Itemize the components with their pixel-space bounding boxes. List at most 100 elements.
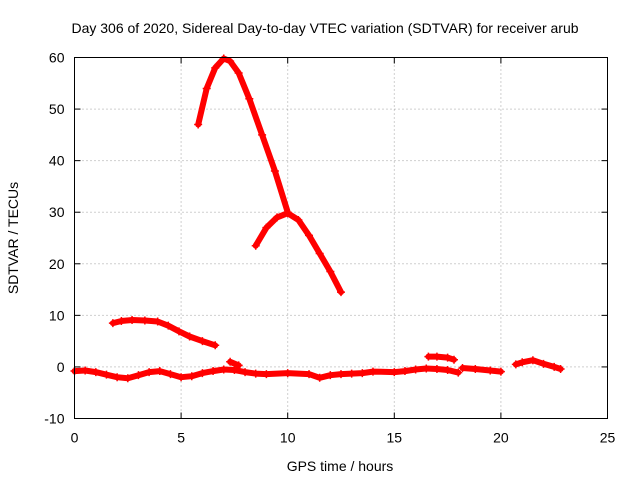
series-layer xyxy=(70,54,565,383)
data-point xyxy=(273,213,282,222)
series-arc-7 xyxy=(458,363,505,376)
data-point xyxy=(550,362,559,371)
data-point xyxy=(432,364,441,373)
data-point xyxy=(219,54,228,63)
series-line xyxy=(459,365,504,375)
y-tick-label: 30 xyxy=(49,204,65,220)
y-tick-label: 40 xyxy=(49,153,65,169)
data-point xyxy=(166,370,175,379)
chart-title: Day 306 of 2020, Sidereal Day-to-day VTE… xyxy=(71,20,578,36)
y-tick-label: 10 xyxy=(49,307,65,323)
data-point xyxy=(219,365,228,374)
data-point xyxy=(411,365,420,374)
data-point xyxy=(556,364,565,373)
data-point xyxy=(270,166,279,175)
y-ticks: -10 0 10 20 30 40 50 60 xyxy=(44,50,608,427)
series-arc-4 xyxy=(70,364,463,383)
data-point xyxy=(486,366,495,375)
series-arc-1 xyxy=(194,54,292,217)
data-point xyxy=(177,373,186,382)
plot-frame xyxy=(74,57,608,419)
y-axis-label: SDTVAR / TECUs xyxy=(5,182,21,294)
series-line xyxy=(195,55,291,216)
data-point xyxy=(145,368,154,377)
grid-lines xyxy=(74,57,608,419)
data-point xyxy=(283,209,292,218)
data-point xyxy=(443,353,452,362)
data-point xyxy=(454,368,463,377)
data-point xyxy=(102,370,111,379)
data-point xyxy=(347,369,356,378)
data-point xyxy=(198,337,207,346)
x-axis-label: GPS time / hours xyxy=(287,458,394,474)
data-point xyxy=(155,367,164,376)
x-tick-label: 20 xyxy=(493,430,509,446)
data-point xyxy=(123,374,132,383)
data-point xyxy=(185,332,194,341)
data-point xyxy=(458,363,467,372)
data-point xyxy=(518,358,527,367)
data-point xyxy=(258,130,267,139)
data-point xyxy=(251,369,260,378)
data-point xyxy=(140,316,149,325)
data-point xyxy=(241,368,250,377)
data-point xyxy=(315,249,324,258)
data-point xyxy=(422,364,431,373)
data-point xyxy=(202,84,211,93)
data-point xyxy=(211,63,220,72)
data-point xyxy=(134,371,143,380)
data-point xyxy=(305,231,314,240)
x-tick-label: 15 xyxy=(387,430,403,446)
y-tick-label: 0 xyxy=(57,359,65,375)
data-point xyxy=(432,352,441,361)
data-point xyxy=(471,364,480,373)
data-point xyxy=(283,369,292,378)
data-point xyxy=(496,367,505,376)
series-arc-5 xyxy=(424,352,458,364)
data-point xyxy=(511,360,520,369)
series-arc-8 xyxy=(511,356,565,373)
series-line xyxy=(425,353,457,363)
data-point xyxy=(337,370,345,379)
data-point xyxy=(449,355,458,364)
data-point xyxy=(294,215,303,224)
data-point xyxy=(91,368,100,377)
data-point xyxy=(211,341,220,350)
y-tick-label: 60 xyxy=(49,50,65,66)
series-arc-6 xyxy=(226,357,243,370)
series-line xyxy=(71,365,462,382)
data-point xyxy=(226,57,235,66)
series-arc-3 xyxy=(108,315,220,350)
data-point xyxy=(164,321,173,330)
data-point xyxy=(226,357,235,366)
x-tick-label: 5 xyxy=(177,430,185,446)
data-point xyxy=(230,366,239,375)
data-point xyxy=(326,371,335,380)
data-point xyxy=(424,352,433,361)
data-point xyxy=(128,315,137,324)
data-point xyxy=(443,366,452,375)
data-point xyxy=(113,373,122,382)
data-point xyxy=(234,68,243,77)
data-point xyxy=(153,317,162,326)
data-point xyxy=(209,367,218,376)
data-point xyxy=(187,372,196,381)
data-point xyxy=(390,368,399,377)
data-point xyxy=(198,369,207,378)
data-point xyxy=(117,317,126,326)
x-tick-label: 10 xyxy=(280,430,296,446)
x-ticks: 0 5 10 15 20 25 xyxy=(71,57,616,446)
series-line xyxy=(109,317,219,349)
data-point xyxy=(234,361,243,370)
data-point xyxy=(305,370,314,379)
data-point xyxy=(315,373,324,382)
y-tick-label: 50 xyxy=(49,101,65,117)
data-point xyxy=(358,369,367,378)
data-point xyxy=(174,327,183,336)
data-point xyxy=(368,367,377,376)
data-point xyxy=(326,267,335,276)
data-point xyxy=(528,356,537,365)
x-tick-label: 25 xyxy=(600,430,616,446)
data-point xyxy=(337,288,345,297)
